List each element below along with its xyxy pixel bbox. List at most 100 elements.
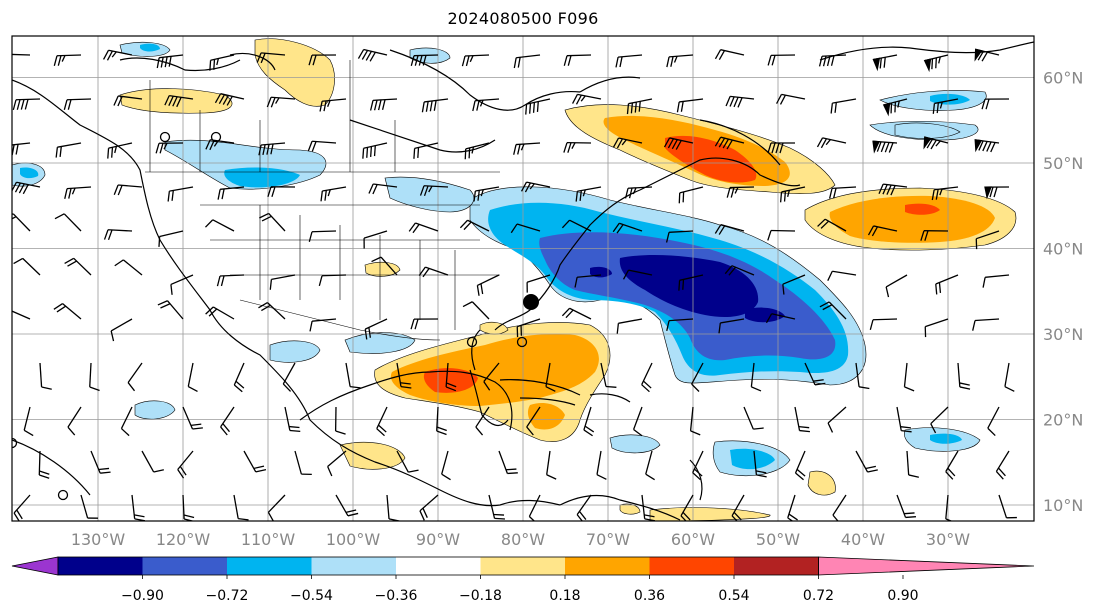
wind-barb: [869, 318, 898, 331]
wind-barb: [177, 450, 194, 479]
wind-barb: [987, 406, 1000, 437]
wind-barb: [561, 307, 592, 320]
wind-barb: [170, 274, 194, 295]
wind-barb: [334, 406, 346, 435]
wind-barb: [714, 49, 745, 60]
anomaly-red-orange: [905, 203, 940, 215]
figure-title: 2024080500 F096: [447, 9, 599, 28]
anomaly-medium-blue: [140, 43, 160, 52]
wind-barb: [12, 142, 31, 156]
latitude-labels: 60°N 50°N 40°N 30°N 20°N 10°N: [1043, 69, 1083, 516]
longitude-label: 60°W: [671, 530, 715, 549]
wind-barb: [114, 259, 143, 276]
wind-barb: [794, 406, 810, 433]
colorbar-tick-label: −0.18: [459, 588, 502, 604]
map-area: [12, 36, 1034, 521]
wind-barb: [872, 54, 898, 72]
wind-barb: [545, 362, 556, 392]
open-circle-marker: [466, 336, 478, 348]
longitude-labels: 130°W 120°W 110°W 100°W 90°W 80°W 70°W 60°W 50°W…: [71, 530, 970, 549]
wind-barb: [731, 494, 745, 521]
wind-barb: [972, 318, 1000, 331]
wind-barb: [13, 257, 41, 276]
anomaly-darkest-blue: [619, 255, 759, 318]
wind-barb: [12, 213, 31, 232]
wind-barb: [89, 362, 100, 392]
anomaly-red-orange: [423, 368, 478, 393]
wind-barb: [445, 362, 457, 392]
wind-barb: [488, 494, 505, 520]
wind-barbs: [12, 48, 1017, 521]
wind-barb: [526, 406, 541, 436]
wind-barb: [923, 54, 949, 73]
wind-barb: [663, 137, 694, 150]
wind-barb: [269, 274, 296, 290]
wind-barb: [131, 494, 146, 521]
wind-barb: [461, 54, 490, 67]
wind-barb: [974, 139, 1000, 153]
anomaly-light-blue: [269, 340, 321, 363]
wind-barb: [878, 183, 908, 196]
wind-barb: [419, 185, 449, 197]
wind-barb: [779, 186, 806, 203]
wind-barb: [120, 406, 133, 437]
wind-barb: [23, 406, 34, 437]
wind-barb: [473, 186, 500, 202]
colorbar-extend-high: [818, 556, 1035, 576]
colorbar-segment: [58, 557, 143, 575]
wind-barb: [266, 96, 296, 108]
wind-barb: [645, 450, 655, 481]
colorbar-segment: [142, 557, 227, 575]
wind-barb: [368, 183, 398, 195]
wind-barb: [817, 218, 847, 232]
wind-barb: [13, 494, 31, 521]
wind-barb: [209, 54, 235, 71]
wind-barb: [294, 450, 312, 476]
colorbar-segment: [734, 557, 819, 575]
wind-barb: [187, 362, 198, 393]
wind-barb: [616, 318, 643, 334]
wind-barb: [182, 406, 203, 430]
wind-barb: [725, 95, 755, 108]
wind-barb: [64, 186, 92, 199]
wind-barb: [666, 318, 694, 331]
longitude-label: 30°W: [926, 530, 970, 549]
latitude-label: 20°N: [1043, 411, 1083, 430]
wind-barb: [830, 98, 857, 114]
wind-barb: [369, 98, 398, 111]
wind-barb: [475, 406, 490, 436]
anomaly-light-blue: [384, 176, 475, 213]
wind-barb: [156, 54, 184, 69]
wind-barb: [724, 265, 755, 276]
wind-barb: [974, 48, 1000, 62]
wind-barb: [794, 450, 806, 481]
map-markers: [12, 131, 539, 501]
wind-barb: [665, 230, 694, 243]
colorbar-tick-labels: −0.90 −0.72 −0.54 −0.36 −0.18 0.18 0.36 0.54 0.7…: [121, 575, 919, 604]
colorbar-tick-label: −0.54: [290, 588, 333, 604]
wind-barb: [981, 98, 1010, 110]
wind-barb: [600, 362, 617, 388]
open-circle-marker: [516, 336, 528, 348]
colorbar-tick-label: 0.90: [887, 588, 918, 604]
wind-barb: [483, 362, 500, 391]
wind-barb: [12, 98, 41, 111]
wind-barb: [528, 494, 541, 521]
wind-barb: [256, 52, 286, 64]
wind-barb: [612, 222, 643, 234]
wind-barb: [327, 450, 347, 477]
anomaly-yellow: [364, 261, 401, 277]
wind-barb: [957, 362, 971, 390]
wind-barb: [872, 140, 898, 154]
latitude-label: 60°N: [1043, 69, 1083, 88]
anomaly-medium-blue: [20, 167, 39, 179]
wind-barb: [167, 186, 194, 202]
wind-barb: [666, 54, 694, 68]
latitude-label: 50°N: [1043, 154, 1083, 173]
wind-barb: [113, 95, 143, 107]
wind-barb: [885, 274, 908, 298]
wind-barb: [319, 98, 347, 112]
wind-barb: [233, 494, 249, 521]
wind-barb: [923, 136, 949, 150]
wind-barb: [396, 450, 419, 473]
